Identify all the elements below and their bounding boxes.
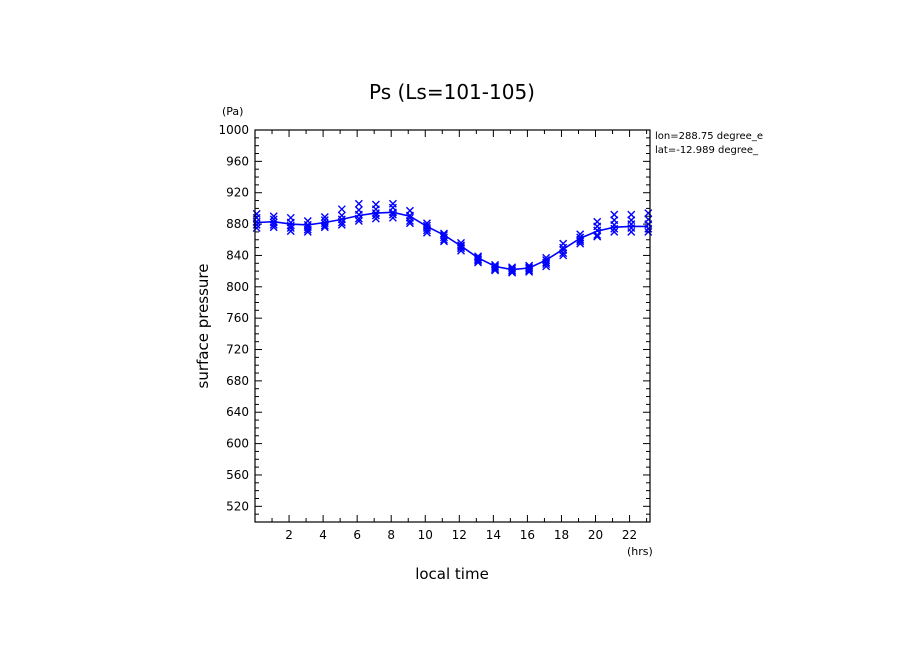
right-clip xyxy=(780,120,904,170)
y-tick-label: 520 xyxy=(226,499,249,513)
annotation-lon: lon=288.75 degree_e xyxy=(655,131,763,142)
data-point-marker xyxy=(525,264,534,273)
data-point-marker xyxy=(559,249,568,258)
data-point-marker xyxy=(388,210,397,219)
data-point-marker xyxy=(252,224,261,232)
data-point-marker xyxy=(491,266,500,275)
data-point-marker xyxy=(337,218,346,227)
data-point-marker xyxy=(576,237,585,246)
y-tick-label: 680 xyxy=(226,374,249,388)
data-point-marker xyxy=(457,246,466,255)
data-point-marker xyxy=(422,226,431,235)
data-point-marker xyxy=(474,255,483,264)
data-point-marker xyxy=(474,258,483,267)
data-point-marker xyxy=(252,217,261,226)
data-point-marker xyxy=(320,213,329,222)
data-point-marker xyxy=(508,266,517,275)
y-ticks: 520 560 600 640 680 720 760 800 840 880 920 960 1000 xyxy=(218,123,650,523)
data-point-marker xyxy=(627,227,636,236)
y-unit-label: (Pa) xyxy=(222,105,243,118)
x-unit-label: (hrs) xyxy=(627,545,653,558)
data-point-marker xyxy=(405,216,414,225)
data-point-marker xyxy=(439,235,448,244)
data-point-marker xyxy=(371,211,380,220)
chart-title: Ps (Ls=101-105) xyxy=(369,80,535,104)
data-point-marker xyxy=(337,220,346,229)
data-point-marker xyxy=(593,231,602,240)
x-tick-label: 20 xyxy=(588,528,603,542)
data-point-marker xyxy=(525,266,534,275)
data-point-marker xyxy=(542,262,551,271)
data-point-marker xyxy=(354,214,363,223)
x-tick-label: 14 xyxy=(486,528,501,542)
data-point-marker xyxy=(337,205,346,214)
data-point-marker xyxy=(644,227,653,236)
data-point-marker xyxy=(354,199,363,208)
data-point-marker xyxy=(371,214,380,223)
data-point-marker xyxy=(269,223,278,232)
y-tick-label: 720 xyxy=(226,343,249,357)
data-point-marker xyxy=(491,263,500,272)
data-point-marker xyxy=(644,209,653,218)
x-axis-label: local time xyxy=(415,565,489,583)
data-point-marker xyxy=(644,224,653,233)
data-point-marker xyxy=(269,220,278,229)
y-tick-label: 960 xyxy=(226,154,249,168)
x-tick-label: 10 xyxy=(418,528,433,542)
x-tick-label: 12 xyxy=(452,528,467,542)
data-point-marker xyxy=(303,225,312,234)
data-point-marker xyxy=(508,268,517,277)
data-point-marker xyxy=(286,227,295,236)
x-tick-label: 16 xyxy=(520,528,535,542)
plot-area xyxy=(252,199,653,277)
data-point-marker xyxy=(388,213,397,222)
x-tick-label: 18 xyxy=(554,528,569,542)
data-point-marker xyxy=(303,227,312,236)
data-point-marker xyxy=(559,251,568,260)
y-tick-label: 920 xyxy=(226,186,249,200)
y-tick-label: 760 xyxy=(226,311,249,325)
x-tick-label: 8 xyxy=(387,528,395,542)
data-point-marker xyxy=(593,232,602,241)
y-tick-label: 880 xyxy=(226,217,249,231)
y-tick-label: 560 xyxy=(226,468,249,482)
x-tick-label: 4 xyxy=(319,528,327,542)
x-ticks: 2 4 6 8 10 12 14 16 18 20 22 xyxy=(271,130,648,542)
data-point-marker xyxy=(320,223,329,232)
data-point-marker xyxy=(525,267,534,276)
x-tick-label: 2 xyxy=(285,528,293,542)
annotation-lat: lat=-12.989 degree_ xyxy=(655,145,759,156)
data-point-marker xyxy=(405,219,414,228)
x-tick-label: 22 xyxy=(622,528,637,542)
data-point-marker xyxy=(439,237,448,246)
data-point-marker xyxy=(576,239,585,248)
y-axis-label: surface pressure xyxy=(194,264,212,389)
data-point-marker xyxy=(269,212,278,221)
data-point-marker xyxy=(286,224,295,232)
plot-frame xyxy=(254,129,651,523)
data-point-marker xyxy=(610,224,619,233)
y-tick-label: 640 xyxy=(226,405,249,419)
y-tick-label: 840 xyxy=(226,248,249,262)
data-point-marker xyxy=(457,244,466,253)
data-point-marker xyxy=(542,260,551,269)
data-point-marker xyxy=(610,227,619,236)
data-point-marker xyxy=(354,216,363,225)
x-tick-label: 6 xyxy=(353,528,361,542)
data-point-marker xyxy=(320,221,329,230)
data-point-marker xyxy=(474,256,483,265)
data-point-marker xyxy=(422,228,431,237)
y-tick-label: 1000 xyxy=(218,123,249,137)
y-tick-label: 600 xyxy=(226,437,249,451)
y-tick-label: 800 xyxy=(226,280,249,294)
data-point-marker xyxy=(252,220,261,229)
mean-line xyxy=(256,211,649,271)
